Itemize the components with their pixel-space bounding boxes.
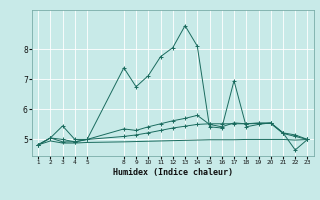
X-axis label: Humidex (Indice chaleur): Humidex (Indice chaleur)	[113, 168, 233, 177]
